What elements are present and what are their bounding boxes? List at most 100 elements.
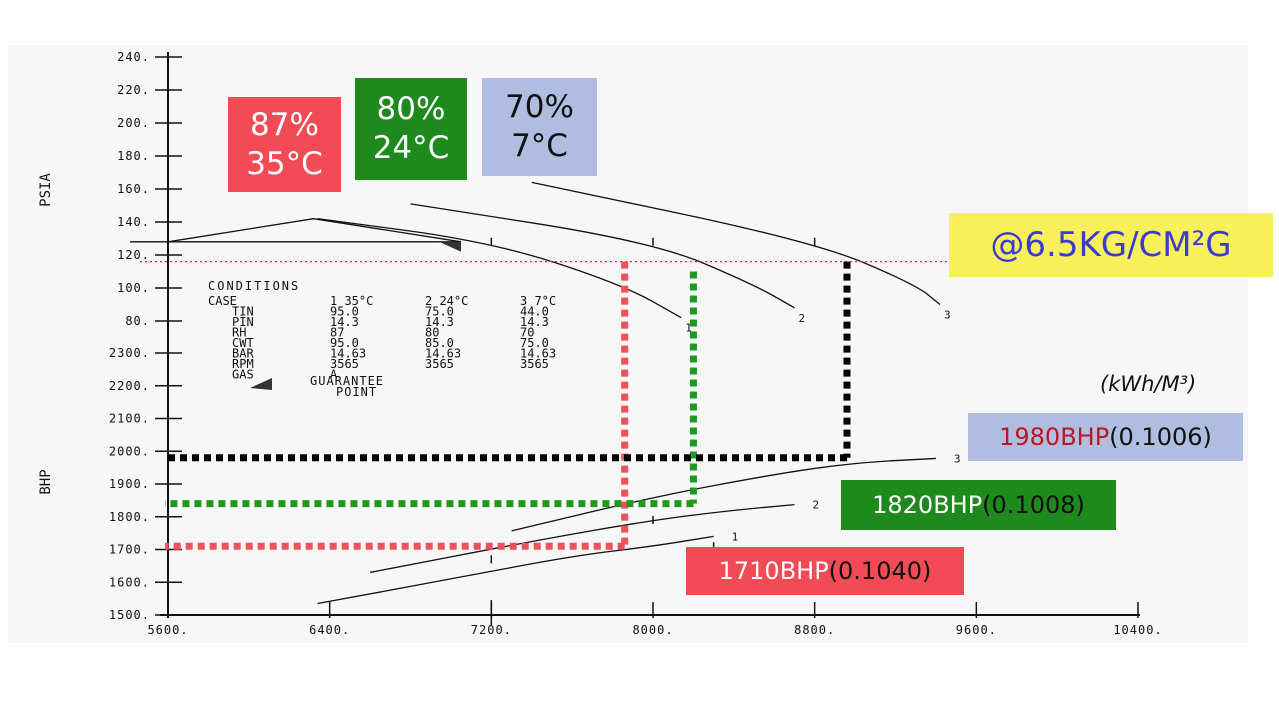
guarantee-legend-icon [250,378,272,390]
bhp-curve-3 [511,457,936,532]
psia-curve-label-2: 2 [798,312,805,325]
bhp-tick-label: 1700. [109,543,150,557]
bhp-case3-ratio: (0.1006) [1109,423,1212,451]
conditions-row-label: CASE [208,294,237,308]
conditions-row-c2: 2 24°C [425,294,468,308]
psia-axis-title: PSIA [38,173,54,207]
conditions-row-c1: 14.63 [330,347,366,361]
conditions-row-c3: 14.3 [520,315,549,329]
x-tick-label: 7200. [471,623,512,637]
bhp-curve-label-2: 2 [812,499,819,512]
bhp-tick-label: 2300. [109,346,150,360]
bhp-tick-label: 2200. [109,379,150,393]
conditions-row-c3: 14.63 [520,347,556,361]
conditions-row-label: BAR [232,347,254,361]
psia-curve-2 [410,203,795,309]
pressure-label-text: @6.5KG/CM²G [990,224,1232,265]
conditions-row-c2: 75.0 [425,305,454,319]
x-tick-label: 9600. [956,623,997,637]
bhp-tick-label: 1600. [109,575,150,589]
conditions-title: CONDITIONS [208,279,300,293]
bhp-label-case2: 1820BHP (0.1008) [841,480,1116,530]
bhp-curve-label-1: 1 [732,530,739,543]
conditions-row-c1: A [330,368,338,382]
bhp-tick-label: 1900. [109,477,150,491]
guarantee-label: GUARANTEE [310,374,384,388]
conditions-row-c1: 95.0 [330,305,359,319]
bhp-tick-label: 2100. [109,412,150,426]
case3-humidity: 70% [505,89,574,126]
x-tick-label: 5600. [147,623,188,637]
psia-tick-label: 220. [117,83,150,97]
conditions-row-c1: 3565 [330,357,359,371]
conditions-row-c2: 14.63 [425,347,461,361]
conditions-row-c2: 80 [425,326,439,340]
conditions-row-c3: 3565 [520,357,549,371]
axes-group: 80. 100. 120. 140. 160. 180. 200. 220. 240. 1500.… [38,50,1162,637]
bhp-case2-ratio: (0.1008) [982,491,1085,519]
conditions-row-label: CWT [232,336,254,350]
case1-box: 87% 35°C [228,97,341,192]
unit-label: (kWh/M³) [1100,372,1197,396]
psia-tick-label: 120. [117,248,150,262]
conditions-row-label: PIN [232,315,254,329]
conditions-row-c1: 1 35°C [330,294,373,308]
case3-box: 70% 7°C [482,78,597,176]
case3-temperature: 7°C [511,128,568,164]
guides-group [140,260,948,550]
bhp-case2-value: 1820BHP [872,491,983,519]
bhp-case3-value: 1980BHP [999,423,1110,451]
conditions-row-c3: 75.0 [520,336,549,350]
conditions-row-c2: 85.0 [425,336,454,350]
conditions-row-c1: 87 [330,326,344,340]
bhp-curve-label-3: 3 [954,452,961,465]
bhp-curve-2 [369,503,795,574]
psia-tick-label: 140. [117,215,150,229]
conditions-row-label: TIN [232,305,254,319]
case2-box: 80% 24°C [355,78,467,180]
x-tick-label: 8000. [632,623,673,637]
conditions-row-c3: 44.0 [520,305,549,319]
psia-curve-label-1: 1 [685,322,692,335]
bhp-case1-ratio: (0.1040) [828,557,932,585]
bhp-case1-value: 1710BHP [718,557,829,585]
bhp-axis-title: BHP [38,469,54,494]
x-tick-label: 8800. [794,623,835,637]
conditions-row-label: GAS [232,368,254,382]
psia-tick-label: 80. [125,314,150,328]
psia-tick-label: 240. [117,50,150,64]
conditions-row-c1: 14.3 [330,315,359,329]
case1-humidity: 87% [250,106,319,143]
design-line [167,218,462,243]
guarantee-marker-icon [439,241,462,252]
curves-group: 1 2 3 1 2 3 [130,181,961,605]
conditions-row-c3: 3 7°C [520,294,556,308]
bhp-label-case3: 1980BHP (0.1006) [968,413,1243,461]
psia-curve-label-3: 3 [944,309,951,322]
bhp-curve-1 [317,535,714,605]
case1-temperature: 35°C [246,145,323,182]
conditions-row-c1: 95.0 [330,336,359,350]
conditions-row-c3: 70 [520,326,534,340]
psia-tick-label: 100. [117,281,150,295]
case2-temperature: 24°C [372,130,450,166]
psia-curve-1 [317,218,682,319]
conditions-row-label: RH [232,326,246,340]
bhp-tick-label: 1500. [109,608,150,622]
psia-curve-3 [531,181,941,306]
x-tick-label: 10400. [1113,623,1162,637]
bhp-label-case1: 1710BHP (0.1040) [686,547,964,595]
psia-tick-label: 160. [117,182,150,196]
pressure-label: @6.5KG/CM²G [949,213,1273,277]
x-tick-label: 6400. [309,623,350,637]
bhp-tick-label: 2000. [109,444,150,458]
point-label: POINT [336,385,377,399]
psia-tick-label: 200. [117,116,150,130]
case2-humidity: 80% [376,91,446,128]
psia-tick-label: 180. [117,149,150,163]
bhp-tick-label: 1800. [109,510,150,524]
conditions-row-c2: 14.3 [425,315,454,329]
conditions-row-c2: 3565 [425,357,454,371]
